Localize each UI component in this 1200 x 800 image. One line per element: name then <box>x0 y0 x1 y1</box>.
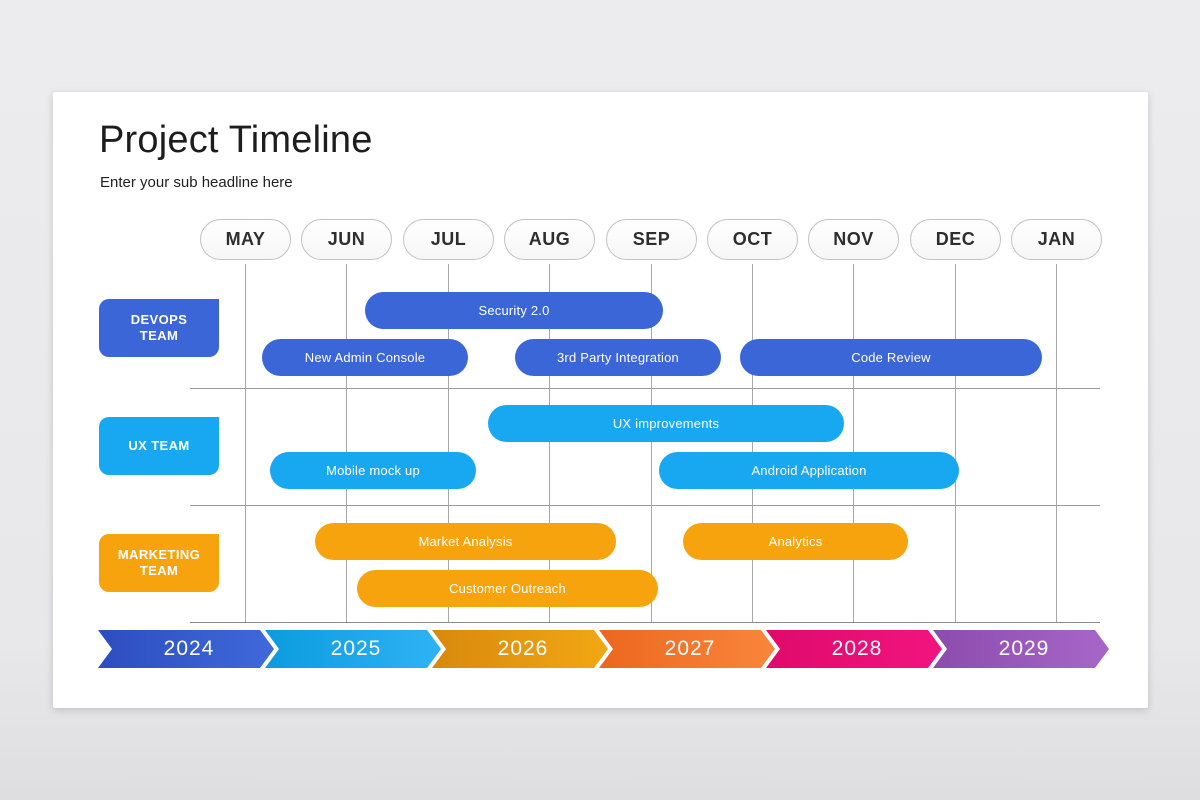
gridline <box>955 264 956 622</box>
gridline <box>549 264 550 622</box>
task-bar-new-admin-console: New Admin Console <box>262 339 468 376</box>
task-bar-analytics: Analytics <box>683 523 908 560</box>
year-chevron-2028: 2028 <box>766 630 942 668</box>
month-pill-sep: SEP <box>606 219 697 260</box>
task-bar-security-2-0: Security 2.0 <box>365 292 663 329</box>
task-bar-3rd-party-integration: 3rd Party Integration <box>515 339 721 376</box>
axis-baseline <box>190 622 1100 623</box>
task-bar-market-analysis: Market Analysis <box>315 523 616 560</box>
task-bar-ux-improvements: UX improvements <box>488 405 844 442</box>
month-pill-aug: AUG <box>504 219 595 260</box>
slide-title: Project Timeline <box>99 119 373 161</box>
month-pill-oct: OCT <box>707 219 798 260</box>
task-bar-customer-outreach: Customer Outreach <box>357 570 658 607</box>
month-pill-jul: JUL <box>403 219 494 260</box>
month-pill-jun: JUN <box>301 219 392 260</box>
row-divider <box>190 388 1100 389</box>
gridline <box>245 264 246 622</box>
month-pill-dec: DEC <box>910 219 1001 260</box>
month-pill-nov: NOV <box>808 219 899 260</box>
gridline <box>448 264 449 622</box>
team-label-marketing-team: MARKETING TEAM <box>99 534 219 592</box>
task-bar-mobile-mock-up: Mobile mock up <box>270 452 476 489</box>
year-chevron-2029: 2029 <box>933 630 1109 668</box>
month-pill-may: MAY <box>200 219 291 260</box>
gridline <box>651 264 652 622</box>
year-chevron-2025: 2025 <box>265 630 441 668</box>
row-divider <box>190 505 1100 506</box>
month-pill-jan: JAN <box>1011 219 1102 260</box>
gridline <box>752 264 753 622</box>
slide-subtitle: Enter your sub headline here <box>100 174 293 191</box>
gridline <box>853 264 854 622</box>
slide-card: Project Timeline Enter your sub headline… <box>53 92 1148 708</box>
year-chevron-2024: 2024 <box>98 630 274 668</box>
team-label-ux-team: UX TEAM <box>99 417 219 475</box>
task-bar-android-application: Android Application <box>659 452 959 489</box>
gridline <box>1056 264 1057 622</box>
year-chevron-2027: 2027 <box>599 630 775 668</box>
year-chevron-2026: 2026 <box>432 630 608 668</box>
task-bar-code-review: Code Review <box>740 339 1042 376</box>
team-label-devops-team: DEVOPS TEAM <box>99 299 219 357</box>
gridline <box>346 264 347 622</box>
